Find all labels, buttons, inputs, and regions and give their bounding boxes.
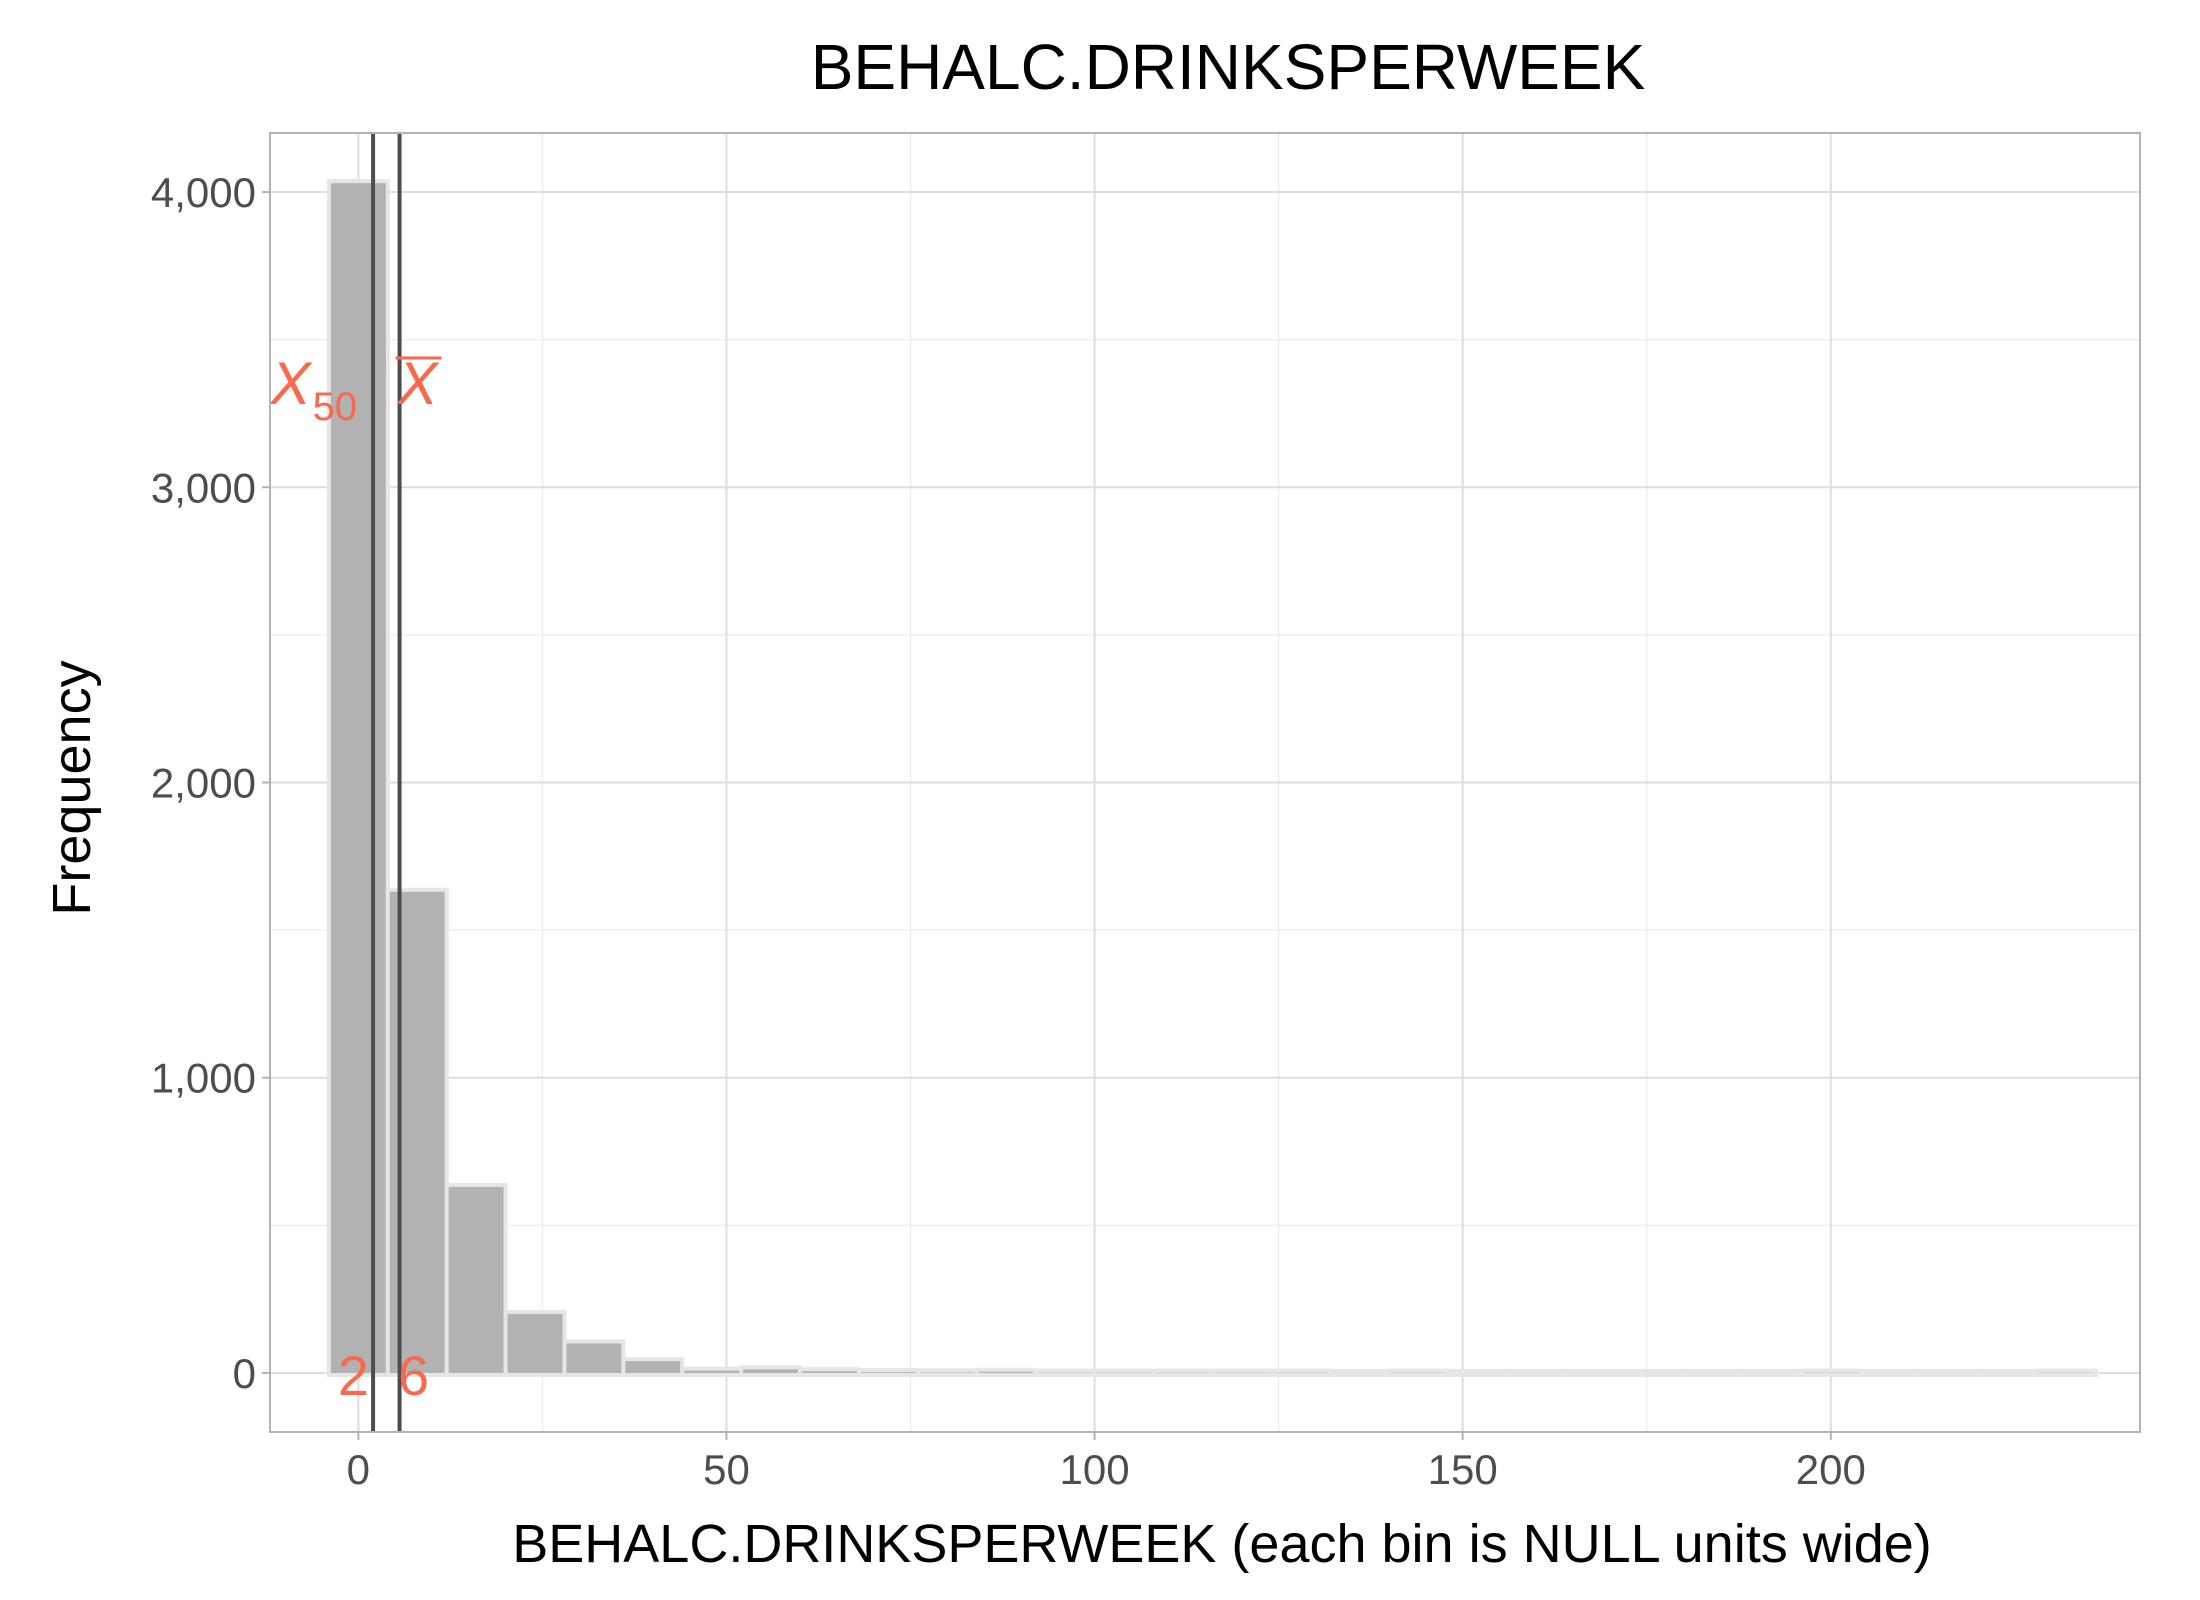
histogram-bar [1328, 1368, 1392, 1377]
chart-title: BEHALC.DRINKSPERWEEK [811, 31, 1646, 103]
histogram-bar [1269, 1368, 1333, 1377]
histogram-bar [680, 1366, 744, 1377]
mean-symbol-letter: X [396, 350, 440, 417]
histogram-bar [1976, 1368, 2039, 1377]
histogram-bar [1917, 1368, 1981, 1377]
histogram-bar [739, 1365, 803, 1377]
x-tick-label: 0 [347, 1446, 370, 1493]
histogram-bar [1210, 1368, 1274, 1377]
median-symbol-text: X50 [269, 350, 358, 429]
y-axis-ticks: 0 1,000 2,000 3,000 4,000 [151, 169, 270, 1397]
histogram-bar [385, 887, 449, 1377]
y-tick-label: 2,000 [151, 760, 256, 807]
x-tick-label: 50 [703, 1446, 750, 1493]
y-tick-label: 3,000 [151, 464, 256, 511]
median-value-label: 2 [338, 1344, 369, 1407]
y-tick-label: 4,000 [151, 169, 256, 216]
x-axis-title: BEHALC.DRINKSPERWEEK (each bin is NULL u… [512, 1514, 1932, 1574]
y-axis-title: Frequency [42, 660, 102, 915]
x-axis-ticks: 0 50 100 150 200 [347, 1432, 1866, 1493]
mean-value-label: 6 [398, 1344, 429, 1407]
x-tick-label: 100 [1060, 1446, 1130, 1493]
y-tick-label: 0 [233, 1350, 256, 1397]
histogram-bar [503, 1309, 567, 1377]
y-tick-label: 1,000 [151, 1055, 256, 1102]
histogram-bar [1151, 1368, 1215, 1377]
median-symbol-letter: X [269, 350, 313, 417]
histogram-bar [1799, 1368, 1863, 1377]
median-symbol: X50 [269, 350, 358, 429]
histogram-bar [1681, 1368, 1745, 1377]
histogram-bar [1504, 1368, 1568, 1377]
median-symbol-subscript: 50 [313, 385, 358, 429]
x-tick-label: 200 [1796, 1446, 1866, 1493]
reference-lines [371, 133, 402, 1432]
histogram-bar [974, 1367, 1038, 1377]
mean-symbol-text: X [396, 350, 440, 417]
histogram-bar [326, 179, 390, 1377]
histogram-bar [915, 1368, 979, 1377]
histogram-bar [444, 1182, 508, 1377]
histogram-bar [2034, 1368, 2098, 1377]
histogram-bar [798, 1367, 861, 1377]
histogram-bar [1445, 1368, 1509, 1377]
histogram-bar [621, 1357, 685, 1377]
histogram-bar [1740, 1368, 1804, 1377]
histogram-bar [1563, 1368, 1627, 1377]
histogram-bar [856, 1368, 920, 1377]
histogram-bar [1092, 1368, 1156, 1377]
x-tick-label: 150 [1428, 1446, 1498, 1493]
histogram-bar [1622, 1368, 1686, 1377]
histogram-bar [1033, 1368, 1097, 1377]
histogram-bar [1858, 1368, 1922, 1377]
histogram-bar [562, 1339, 626, 1377]
histogram-bar [1387, 1368, 1450, 1377]
mean-symbol: X [396, 350, 442, 417]
